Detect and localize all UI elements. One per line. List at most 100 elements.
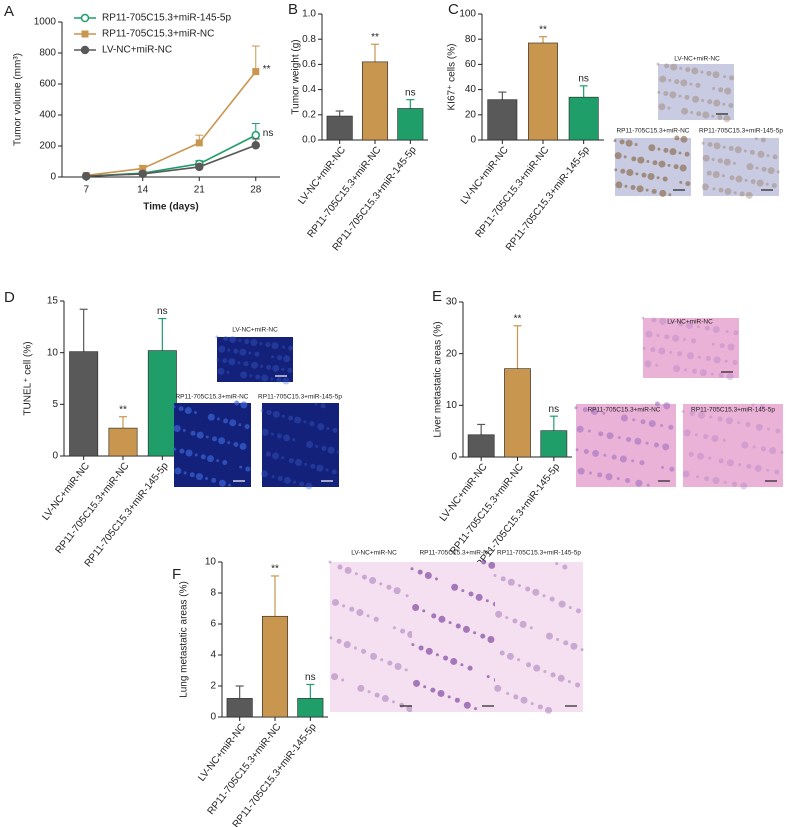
texture xyxy=(703,434,709,440)
texture xyxy=(726,373,734,381)
bar xyxy=(326,115,353,141)
texture xyxy=(207,455,215,463)
texture xyxy=(387,660,393,666)
texture xyxy=(218,437,226,445)
texture xyxy=(706,170,712,176)
texture xyxy=(260,470,268,478)
texture xyxy=(216,417,220,421)
texture xyxy=(173,424,181,432)
texture xyxy=(295,458,303,466)
texture xyxy=(234,400,240,406)
texture xyxy=(725,417,733,425)
texture xyxy=(392,700,396,704)
image-caption: RP11-705C15.3+miR-NC xyxy=(419,550,492,557)
y-axis-label: Lung metastatic areas (%) xyxy=(179,581,190,698)
texture xyxy=(776,170,780,174)
texture xyxy=(293,480,297,484)
texture xyxy=(606,432,614,440)
texture xyxy=(644,360,652,368)
texture xyxy=(356,609,364,617)
texture xyxy=(683,429,691,437)
texture xyxy=(448,621,452,625)
texture xyxy=(712,71,720,79)
texture xyxy=(277,476,283,482)
texture xyxy=(474,707,478,711)
texture xyxy=(309,421,315,427)
texture xyxy=(306,441,314,449)
texture xyxy=(533,664,541,672)
texture xyxy=(570,642,578,650)
bar xyxy=(361,61,389,141)
texture xyxy=(732,161,736,165)
y-tick-label: 800 xyxy=(39,48,56,59)
texture xyxy=(718,87,724,93)
texture xyxy=(276,377,282,383)
texture xyxy=(222,459,228,465)
texture xyxy=(722,438,726,442)
texture xyxy=(726,459,734,467)
texture xyxy=(749,149,755,155)
texture xyxy=(709,415,713,419)
micrograph xyxy=(495,562,583,712)
texture xyxy=(678,94,682,98)
y-tick-label: 20 xyxy=(465,109,477,120)
annotation: ns xyxy=(305,672,316,683)
texture xyxy=(660,423,664,427)
texture xyxy=(712,325,720,333)
texture xyxy=(701,98,705,102)
texture xyxy=(272,410,280,418)
texture xyxy=(410,567,414,571)
texture xyxy=(475,593,483,601)
texture xyxy=(520,696,528,704)
image-caption: LV-NC+miR-NC xyxy=(667,319,713,326)
texture xyxy=(707,142,713,148)
texture xyxy=(239,442,247,450)
texture xyxy=(270,377,274,381)
texture xyxy=(438,615,446,623)
texture xyxy=(651,188,657,194)
texture xyxy=(530,702,534,706)
texture xyxy=(494,684,502,692)
micrograph xyxy=(262,403,339,487)
texture xyxy=(713,99,721,107)
texture xyxy=(411,643,415,647)
y-tick-label: 10 xyxy=(205,557,217,568)
y-axis-label: TUNEL⁺ cell (%) xyxy=(23,341,34,415)
annotation: ** xyxy=(263,64,271,75)
y-tick-label: 1000 xyxy=(34,17,57,28)
micrograph xyxy=(658,64,734,120)
texture xyxy=(211,477,217,483)
texture xyxy=(648,420,656,428)
texture xyxy=(772,154,778,160)
texture xyxy=(557,674,565,682)
y-axis-label: KI67⁺ cells (%) xyxy=(447,44,458,111)
texture xyxy=(287,367,293,373)
texture xyxy=(691,368,697,374)
texture xyxy=(325,468,329,472)
micrograph xyxy=(703,138,779,196)
texture xyxy=(317,423,325,431)
texture xyxy=(513,694,519,700)
texture xyxy=(713,356,721,364)
texture xyxy=(218,345,226,353)
texture xyxy=(271,342,279,350)
texture xyxy=(189,472,195,478)
texture xyxy=(702,111,710,119)
texture xyxy=(712,87,716,91)
texture xyxy=(645,330,653,338)
texture xyxy=(636,185,644,193)
texture xyxy=(238,423,242,427)
texture xyxy=(174,467,182,475)
texture xyxy=(545,632,553,640)
texture xyxy=(732,481,738,487)
texture xyxy=(361,648,367,654)
texture xyxy=(305,482,313,490)
y-tick-label: 100 xyxy=(459,9,476,20)
x-tick-label: 14 xyxy=(137,185,149,196)
annotation: ** xyxy=(539,24,547,35)
texture xyxy=(315,444,319,448)
x-tick-label: 28 xyxy=(250,185,262,196)
texture xyxy=(625,139,633,147)
texture xyxy=(615,181,623,189)
